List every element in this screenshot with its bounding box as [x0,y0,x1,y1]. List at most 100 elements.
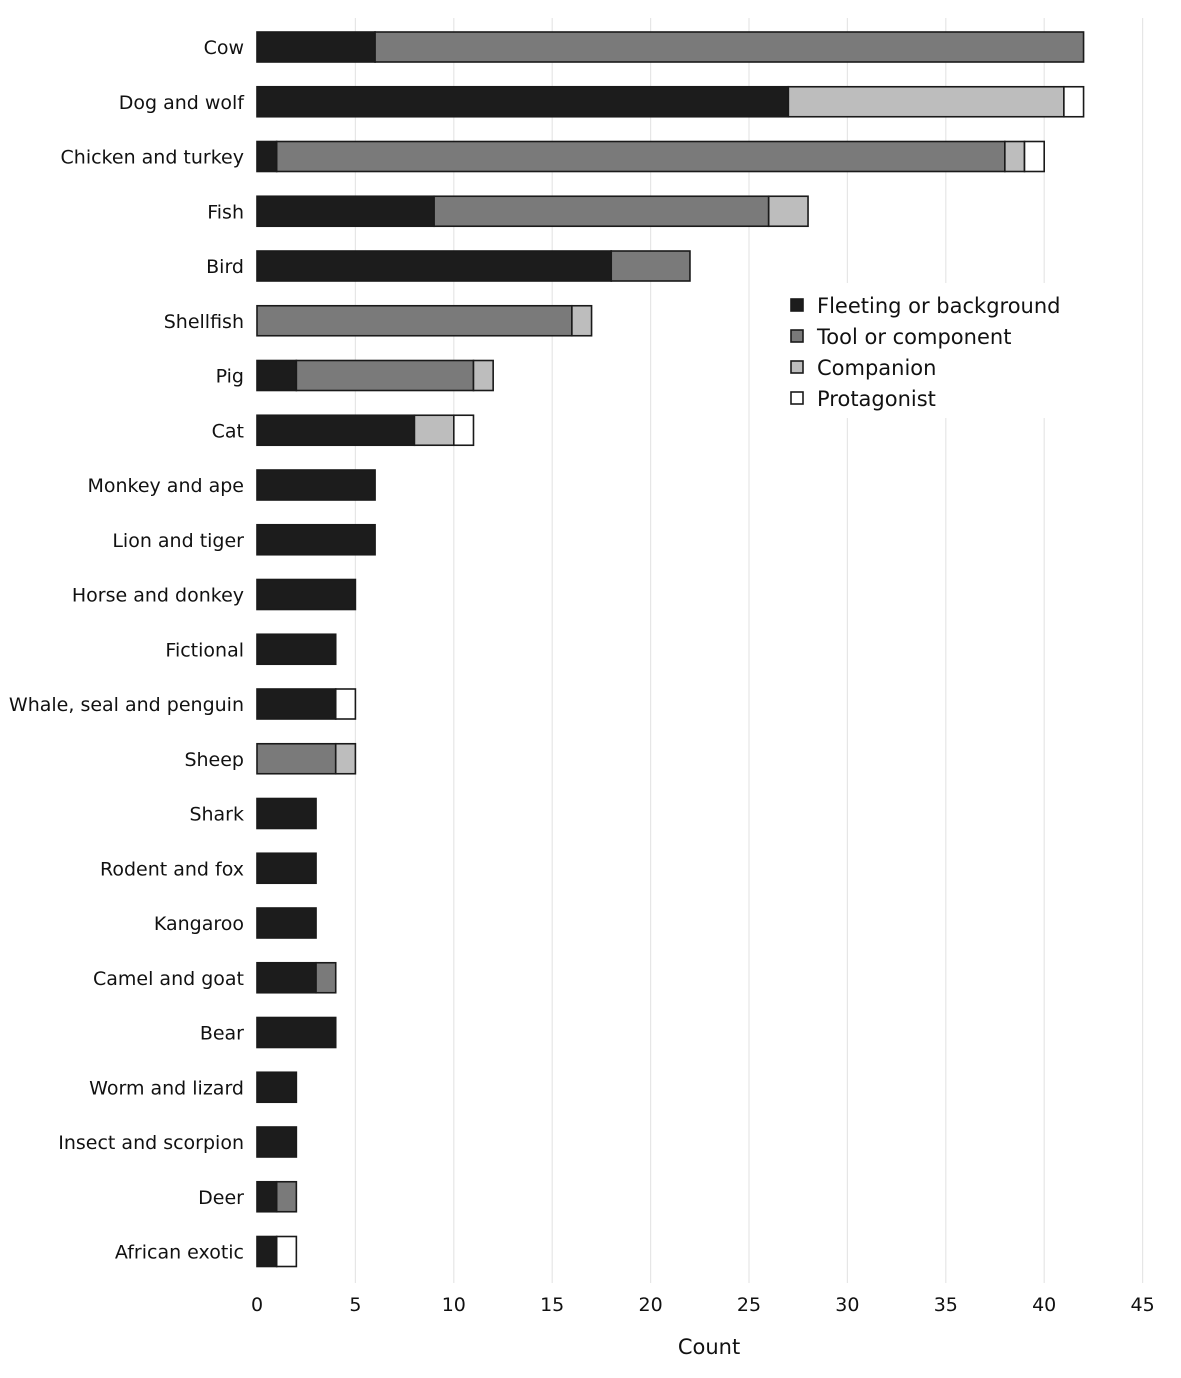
bar-horse-and-donkey-fleeting-or-background [256,578,357,611]
bar-worm-and-lizard-fleeting-or-background [256,1071,298,1104]
category-label-shark: Shark [189,804,244,826]
x-tick-label-30: 30 [835,1294,859,1316]
bar-row-african-exotic [256,1235,298,1268]
legend-box [776,283,1076,418]
bar-african-exotic-protagonist [275,1235,298,1268]
bar-row-fish [256,195,809,228]
bar-row-shark [256,797,317,830]
legend-item-fleeting-or-background: Fleeting or background [790,294,1061,318]
bar-row-cat [256,414,475,447]
bar-bird-fleeting-or-background [256,250,613,282]
x-axis-title: Count [678,1335,740,1359]
category-label-kangaroo: Kangaroo [154,913,244,935]
category-label-worm-and-lizard: Worm and lizard [89,1077,244,1099]
legend-label-fleeting-or-background: Fleeting or background [817,294,1061,318]
bar-cow-fleeting-or-background [256,31,376,63]
bar-whale-seal-and-penguin-protagonist [334,688,357,720]
legend-label-protagonist: Protagonist [817,387,936,411]
bar-row-horse-and-donkey [256,578,357,611]
bar-row-whale-seal-and-penguin [256,688,357,720]
bar-row-shellfish [256,304,593,337]
bar-row-fictional [256,633,337,666]
bar-cat-fleeting-or-background [256,414,416,447]
legend-swatch-fleeting-or-background [790,298,804,312]
bar-row-pig [256,359,494,392]
category-label-deer: Deer [198,1187,244,1209]
x-tick-label-25: 25 [737,1294,761,1316]
grid-lines [354,18,1144,1283]
x-tick-label-15: 15 [540,1294,564,1316]
bar-chicken-and-turkey-fleeting-or-background [256,140,278,173]
category-label-monkey-and-ape: Monkey and ape [87,475,244,497]
category-label-camel-and-goat: Camel and goat [93,968,244,990]
bars [256,31,1085,1268]
category-label-bird: Bird [206,256,244,278]
bar-row-deer [256,1180,298,1213]
bar-rodent-and-fox-fleeting-or-background [256,852,317,885]
bar-dog-and-wolf-fleeting-or-background [256,85,790,118]
bar-chicken-and-turkey-protagonist [1023,140,1046,173]
x-tick-label-35: 35 [934,1294,958,1316]
x-tick-label-10: 10 [442,1294,466,1316]
bar-african-exotic-fleeting-or-background [256,1235,278,1268]
bar-row-monkey-and-ape [256,469,376,501]
category-label-insect-and-scorpion: Insect and scorpion [58,1132,244,1154]
category-label-rodent-and-fox: Rodent and fox [100,858,244,880]
legend-label-companion: Companion [817,356,936,380]
category-label-lion-and-tiger: Lion and tiger [112,530,244,552]
bar-bird-tool-or-component [610,250,691,282]
legend-background [776,283,1076,418]
bar-pig-tool-or-component [295,359,475,392]
bar-cat-companion [413,414,455,447]
bar-row-bird [256,250,691,282]
bar-row-cow [256,31,1085,63]
category-label-cow: Cow [204,37,244,59]
legend-swatch-tool-or-component [790,329,804,343]
category-label-bear: Bear [200,1023,244,1045]
category-labels: Cow Dog and wolf Chicken and turkey Fish Bir… [9,37,245,1264]
bar-shellfish-tool-or-component [256,304,573,337]
bar-shark-fleeting-or-background [256,797,317,830]
legend-swatch-companion [790,360,804,374]
category-label-shellfish: Shellfish [164,311,244,333]
bar-sheep-companion [334,742,357,775]
bar-fictional-fleeting-or-background [256,633,337,666]
bar-whale-seal-and-penguin-fleeting-or-background [256,688,337,720]
bar-kangaroo-fleeting-or-background [256,907,317,939]
bar-dog-and-wolf-companion [787,85,1065,118]
category-label-horse-and-donkey: Horse and donkey [72,585,244,607]
bar-dog-and-wolf-protagonist [1063,85,1085,118]
bar-deer-fleeting-or-background [256,1180,278,1213]
category-label-african-exotic: African exotic [115,1242,244,1264]
bar-row-chicken-and-turkey [256,140,1046,173]
bar-shellfish-companion [571,304,593,337]
bar-row-lion-and-tiger [256,523,376,556]
category-label-dog-and-wolf: Dog and wolf [119,92,246,114]
category-label-fictional: Fictional [165,639,244,661]
category-label-chicken-and-turkey: Chicken and turkey [61,147,244,169]
bar-bear-fleeting-or-background [256,1016,337,1049]
bar-camel-and-goat-fleeting-or-background [256,961,317,994]
bar-cat-protagonist [452,414,475,447]
category-label-cat: Cat [212,420,244,442]
category-label-pig: Pig [216,366,244,388]
bar-lion-and-tiger-fleeting-or-background [256,523,376,556]
bar-pig-fleeting-or-background [256,359,298,392]
bar-sheep-tool-or-component [256,742,337,775]
bar-fish-tool-or-component [433,195,770,228]
bar-row-rodent-and-fox [256,852,317,885]
bar-pig-companion [472,359,494,392]
bar-row-dog-and-wolf [256,85,1085,118]
x-tick-labels: 0 5 10 15 20 25 30 35 40 45 [251,1294,1155,1316]
bar-deer-tool-or-component [275,1180,298,1213]
x-tick-label-20: 20 [639,1294,663,1316]
legend-item-tool-or-component: Tool or component [790,325,1011,349]
legend-item-protagonist: Protagonist [790,387,936,411]
category-label-sheep: Sheep [184,749,244,771]
bar-row-sheep [256,742,357,775]
legend-swatch-protagonist [790,391,804,405]
bar-row-insect-and-scorpion [256,1126,298,1158]
bar-camel-and-goat-tool-or-component [315,961,337,994]
